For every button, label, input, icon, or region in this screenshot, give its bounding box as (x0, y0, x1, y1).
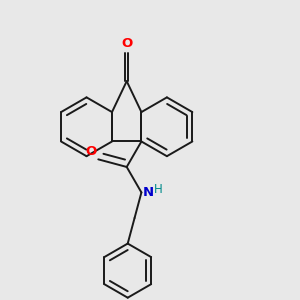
Text: O: O (85, 145, 97, 158)
Text: H: H (154, 184, 163, 196)
Text: O: O (121, 37, 132, 50)
Text: N: N (143, 186, 154, 199)
